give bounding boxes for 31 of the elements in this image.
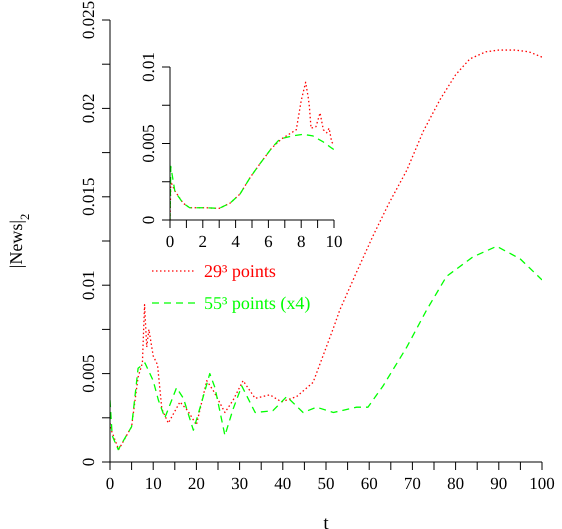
y-tick-label: 0.005 xyxy=(79,354,98,393)
x-tick-label: 10 xyxy=(326,232,342,251)
x-tick-label: 10 xyxy=(144,474,162,493)
x-tick-label: 70 xyxy=(404,474,421,493)
y-tick-label: 0.02 xyxy=(79,94,98,124)
y-tick-label: 0 xyxy=(79,458,98,466)
y-tick-label: 0.015 xyxy=(79,178,98,216)
legend-label: 29³ points xyxy=(204,260,276,282)
x-tick-label: 0 xyxy=(106,474,114,493)
x-tick-label: 90 xyxy=(490,474,508,493)
x-tick-label: 30 xyxy=(231,474,248,493)
x-tick-label: 0 xyxy=(166,232,174,251)
x-tick-label: 50 xyxy=(318,474,334,493)
x-tick-label: 8 xyxy=(296,232,306,251)
x-tick-label: 100 xyxy=(529,474,555,493)
x-tick-label: 2 xyxy=(198,232,208,251)
x-tick-label: 40 xyxy=(274,474,292,493)
x-tick-label: 80 xyxy=(447,474,464,493)
legend-label: 55³ points (x4) xyxy=(204,292,310,314)
y-tick-label: 0.01 xyxy=(139,52,158,82)
x-tick-label: 60 xyxy=(360,474,378,493)
y-tick-label: 0.005 xyxy=(139,124,158,163)
x-tick-label: 20 xyxy=(188,474,205,493)
line-series xyxy=(110,246,542,450)
x-tick-label: 6 xyxy=(264,232,273,251)
y-tick-label: 0.01 xyxy=(79,270,98,300)
y-tick-label: 0.025 xyxy=(79,0,98,40)
x-tick-label: 4 xyxy=(231,232,240,251)
line-series xyxy=(110,49,542,450)
x-axis-title: t xyxy=(323,513,330,529)
y-tick-label: 0 xyxy=(139,216,158,224)
